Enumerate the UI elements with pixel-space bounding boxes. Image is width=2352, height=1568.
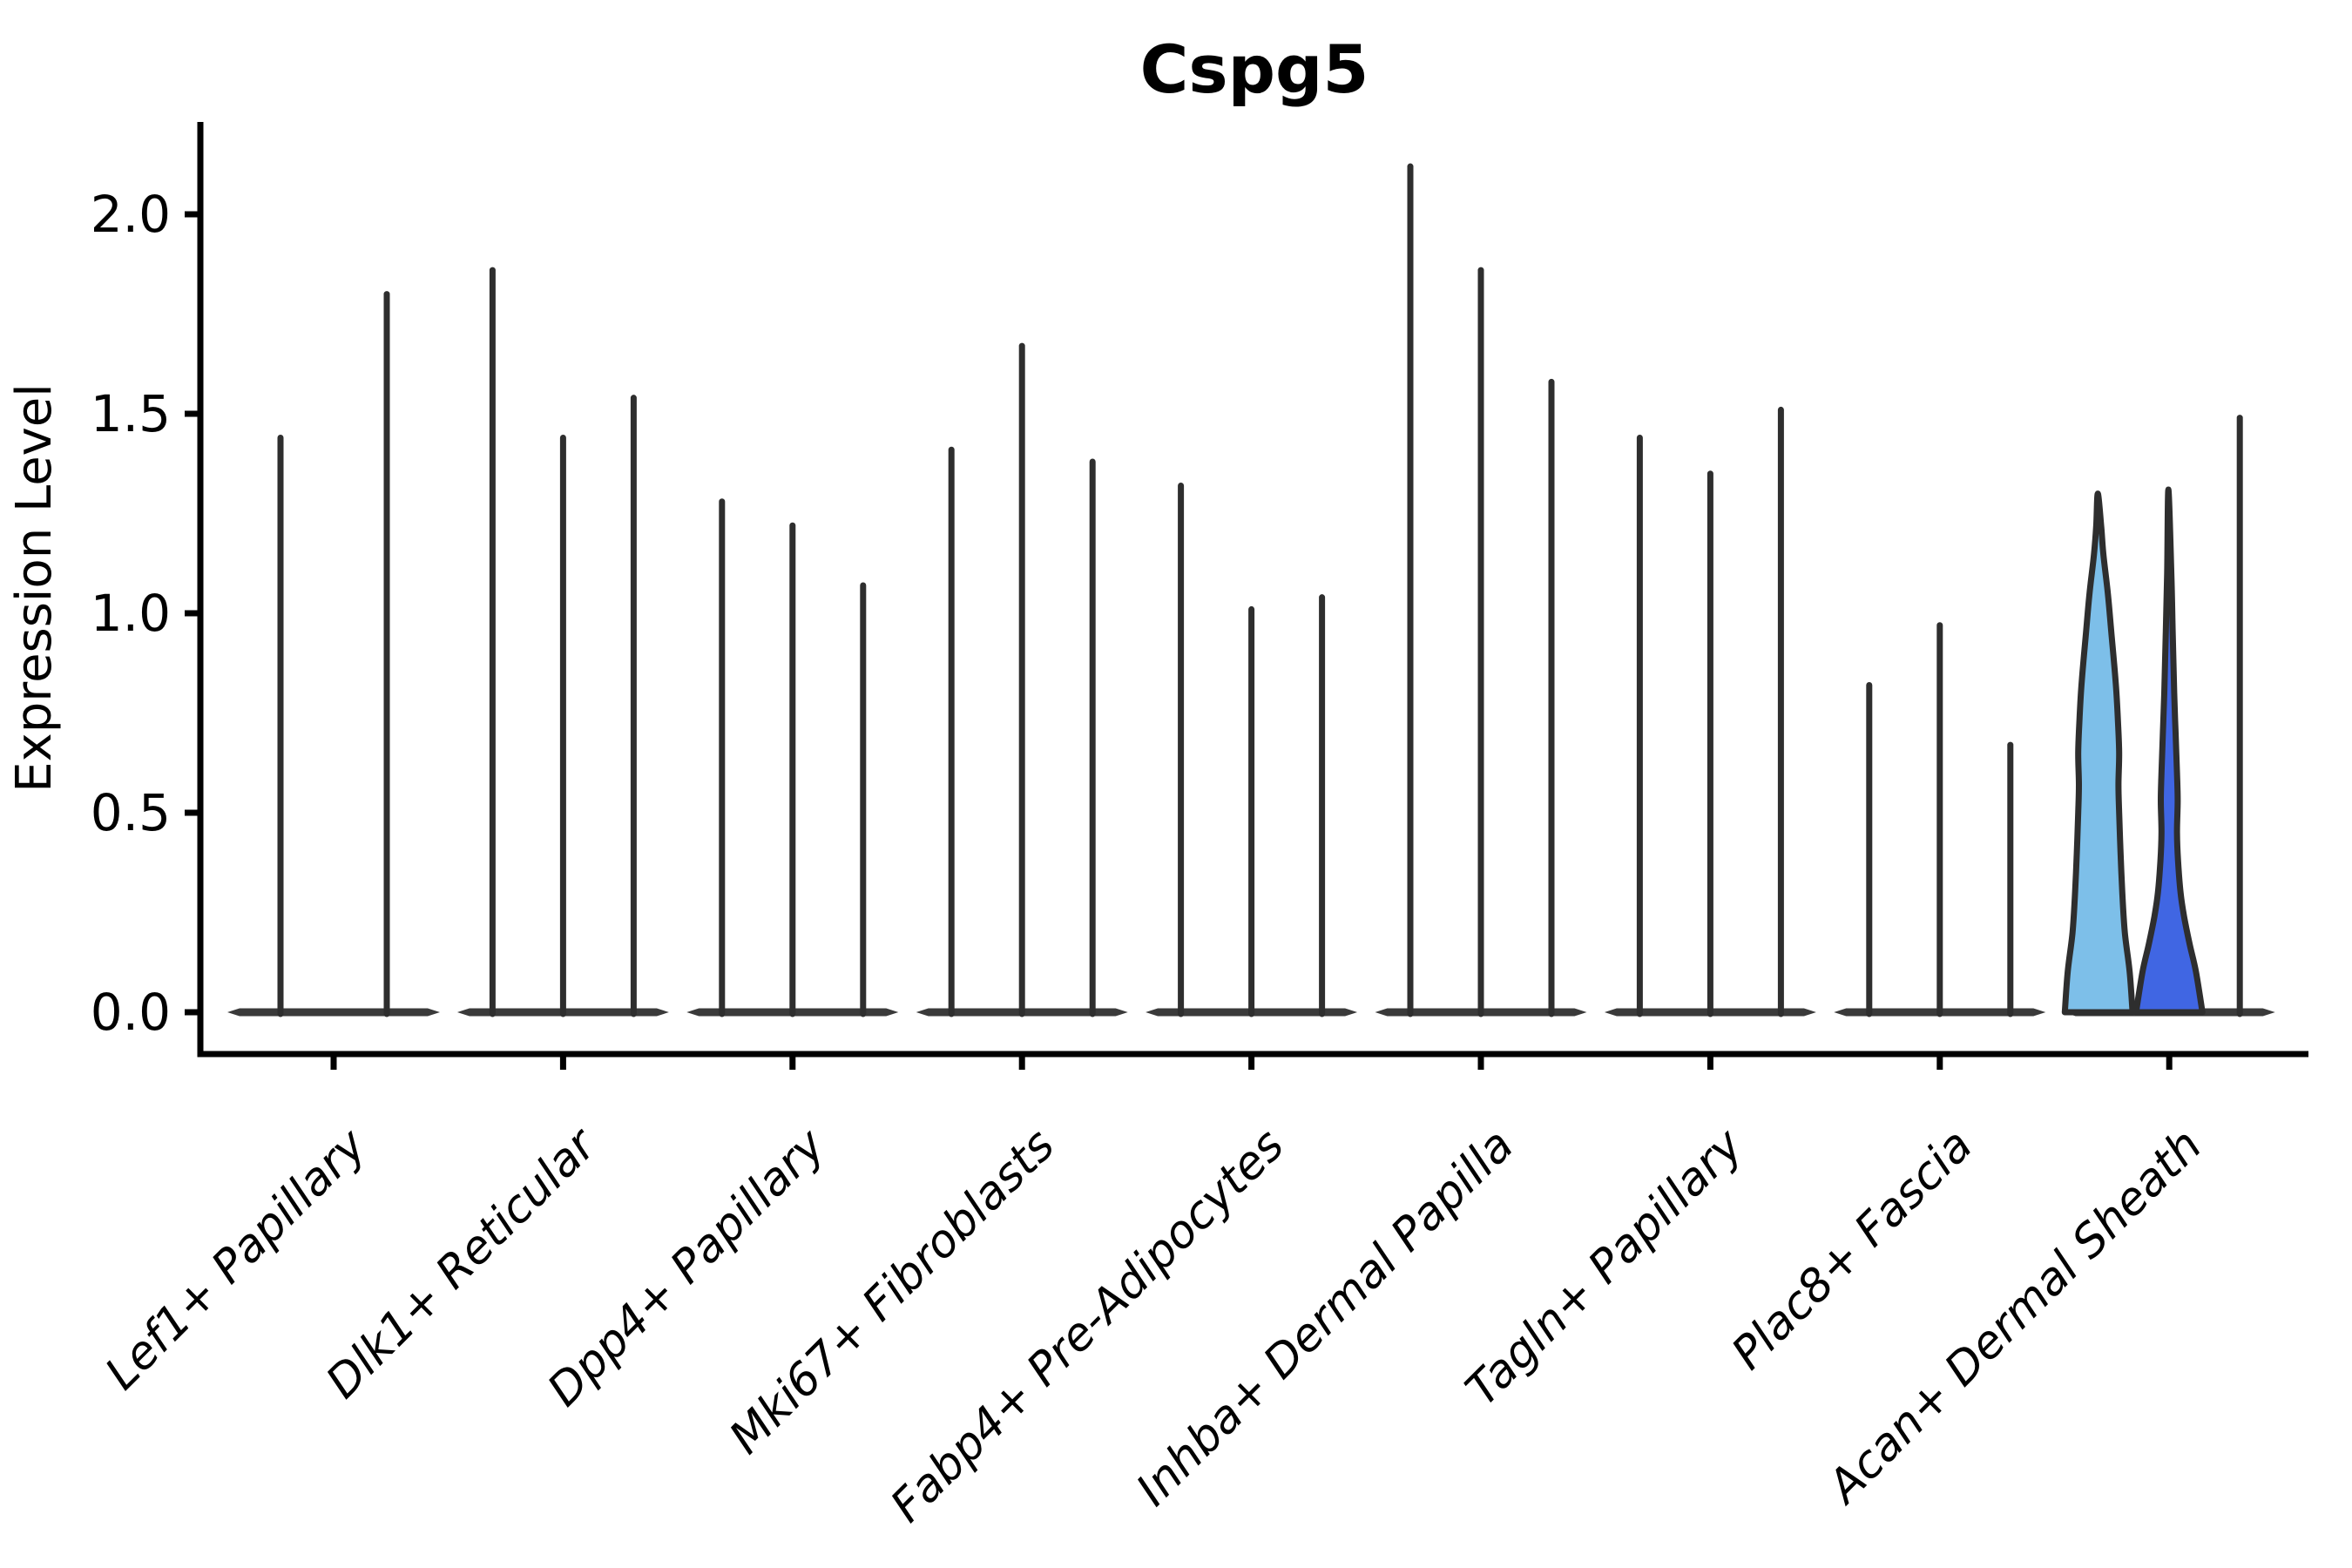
x-tick-label: Acan+ Dermal Sheath — [1816, 1119, 2212, 1515]
violin-filled — [2061, 490, 2136, 1016]
y-axis-label: Expression Level — [6, 383, 63, 793]
chart-title: Cspg5 — [1140, 30, 1369, 108]
y-tick-label: 0.0 — [91, 983, 171, 1042]
y-tick-label: 1.0 — [91, 584, 171, 643]
y-tick-label: 0.5 — [91, 783, 171, 842]
x-tick-label: Plac8+ Fascia — [1722, 1119, 1983, 1380]
zero-density-bar — [227, 1008, 440, 1017]
x-tick-label: Inhba+ Dermal Papilla — [1126, 1119, 1524, 1517]
y-tick-label: 1.5 — [91, 384, 171, 443]
x-tick-label: Fabp4+ Pre-Adipocytes — [881, 1119, 1294, 1533]
violin-filled — [2132, 486, 2206, 1016]
y-tick-label: 2.0 — [91, 185, 171, 244]
